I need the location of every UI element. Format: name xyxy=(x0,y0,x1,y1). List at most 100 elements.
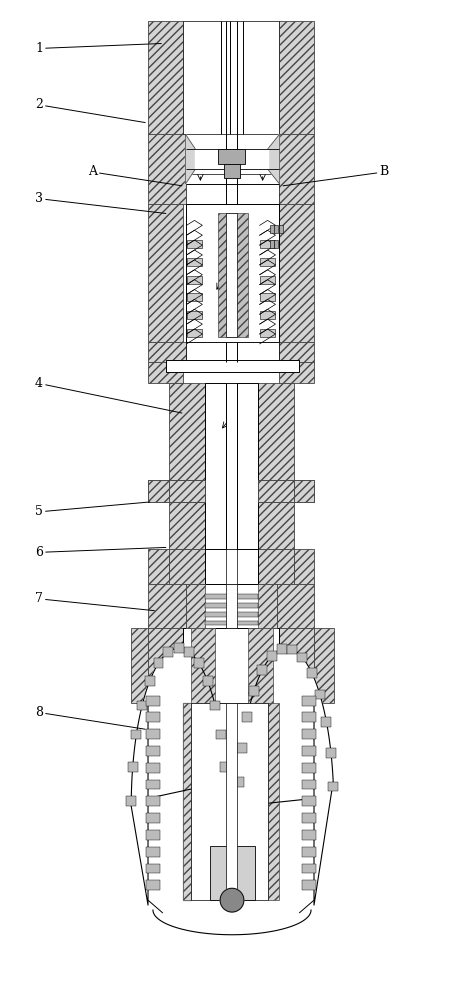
Bar xyxy=(186,240,202,248)
Bar xyxy=(137,701,147,710)
Bar xyxy=(226,549,237,584)
Text: 6: 6 xyxy=(35,546,166,559)
Bar xyxy=(148,549,169,584)
Bar xyxy=(302,864,316,873)
Bar xyxy=(146,864,160,873)
Bar xyxy=(248,628,272,703)
Bar xyxy=(226,584,237,628)
Bar xyxy=(302,696,316,706)
Bar xyxy=(298,653,307,662)
Text: 7: 7 xyxy=(35,592,154,611)
Bar xyxy=(146,696,160,706)
Polygon shape xyxy=(183,703,191,900)
Bar xyxy=(206,612,258,617)
Bar xyxy=(148,204,183,342)
Bar xyxy=(249,686,259,696)
Bar xyxy=(294,480,314,502)
Bar xyxy=(302,880,316,890)
Bar xyxy=(270,240,273,248)
Bar xyxy=(153,658,163,668)
Text: A: A xyxy=(88,165,182,186)
Bar xyxy=(126,796,136,806)
Bar xyxy=(184,647,194,657)
Bar xyxy=(186,329,202,337)
Polygon shape xyxy=(131,648,226,905)
Bar xyxy=(183,21,279,134)
Bar xyxy=(191,703,267,900)
Bar xyxy=(146,712,160,722)
Bar xyxy=(257,665,267,675)
Bar xyxy=(148,628,183,688)
Bar xyxy=(279,628,314,703)
Bar xyxy=(163,647,173,657)
Polygon shape xyxy=(183,703,191,900)
Bar xyxy=(279,362,314,383)
Bar xyxy=(216,730,226,739)
Bar xyxy=(259,293,275,301)
Bar xyxy=(302,830,316,840)
Bar xyxy=(259,311,275,319)
Bar xyxy=(279,225,283,233)
Polygon shape xyxy=(183,703,191,900)
Bar xyxy=(186,584,206,628)
Text: 2: 2 xyxy=(35,98,145,123)
Bar xyxy=(146,796,160,806)
Bar xyxy=(206,594,258,599)
Bar xyxy=(146,729,160,739)
Polygon shape xyxy=(195,149,267,169)
Bar xyxy=(169,480,206,502)
Bar xyxy=(148,342,314,362)
Bar xyxy=(186,134,279,204)
Bar xyxy=(265,480,314,502)
Bar xyxy=(174,643,184,653)
Bar xyxy=(186,184,279,204)
Bar xyxy=(169,383,206,549)
Bar xyxy=(302,780,316,789)
Bar xyxy=(169,549,206,584)
Bar xyxy=(224,164,240,178)
Bar xyxy=(226,703,237,900)
Bar xyxy=(203,676,213,686)
Bar xyxy=(279,204,314,342)
Polygon shape xyxy=(267,134,279,184)
Bar xyxy=(219,762,230,772)
Text: 4: 4 xyxy=(35,377,182,413)
Bar xyxy=(131,628,148,703)
Bar xyxy=(186,342,279,362)
Bar xyxy=(146,763,160,773)
Bar xyxy=(186,293,202,301)
Bar xyxy=(259,329,275,337)
Text: 3: 3 xyxy=(35,192,166,213)
Bar xyxy=(274,225,279,233)
Bar xyxy=(258,549,294,584)
Text: 1: 1 xyxy=(35,42,161,55)
Bar xyxy=(186,204,279,342)
Bar xyxy=(186,584,278,628)
Bar xyxy=(326,748,336,758)
Text: 5: 5 xyxy=(35,502,150,518)
Bar xyxy=(166,360,299,372)
Bar xyxy=(258,480,294,502)
Bar xyxy=(294,549,314,584)
Bar xyxy=(206,621,258,625)
Bar xyxy=(146,880,160,890)
Bar xyxy=(267,651,277,661)
Polygon shape xyxy=(186,134,195,184)
Bar xyxy=(302,813,316,823)
Bar xyxy=(206,549,258,584)
Bar xyxy=(145,676,154,686)
Bar xyxy=(234,777,245,787)
Bar xyxy=(186,134,279,174)
Bar xyxy=(148,480,203,502)
Bar xyxy=(270,225,273,233)
Bar xyxy=(242,712,252,722)
Bar xyxy=(146,847,160,857)
Polygon shape xyxy=(267,703,279,900)
Bar xyxy=(146,780,160,789)
Bar xyxy=(183,628,279,703)
Bar xyxy=(146,830,160,840)
Bar xyxy=(279,21,314,134)
Bar xyxy=(183,628,279,688)
Bar xyxy=(148,21,183,134)
Bar xyxy=(259,276,275,284)
